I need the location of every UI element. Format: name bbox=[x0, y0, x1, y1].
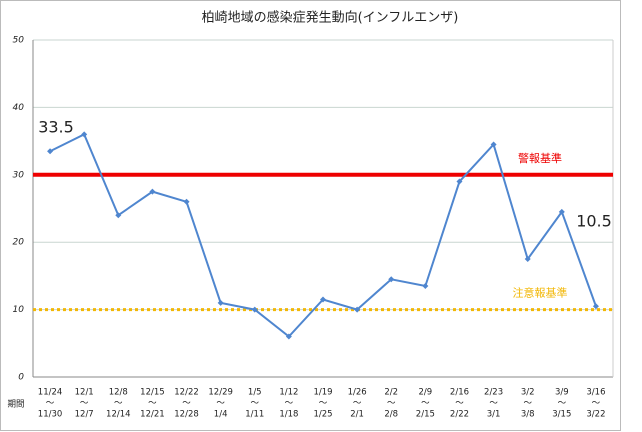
x-tick-label: 1/26 bbox=[348, 388, 367, 398]
x-tick-label: 12/8 bbox=[109, 388, 128, 398]
x-tick-label: 2/23 bbox=[484, 388, 503, 398]
x-tick-label: 2/9 bbox=[419, 388, 433, 398]
value-label: 10.5 bbox=[576, 212, 612, 231]
x-tick-separator: ～ bbox=[182, 399, 191, 409]
point bbox=[558, 208, 565, 215]
y-tick-label: 20 bbox=[13, 238, 25, 248]
y-tick-label: 30 bbox=[13, 170, 25, 180]
x-tick-label: 12/7 bbox=[75, 410, 94, 420]
x-tick-separator: ～ bbox=[523, 399, 532, 409]
x-tick-label: 3/8 bbox=[521, 410, 535, 420]
x-axis-label: 期間 bbox=[7, 400, 24, 410]
x-tick-label: 3/2 bbox=[521, 388, 535, 398]
point bbox=[183, 198, 190, 205]
point bbox=[115, 212, 122, 219]
x-tick-separator: ～ bbox=[592, 399, 601, 409]
point bbox=[217, 299, 224, 306]
reference-label: 注意報基準 bbox=[513, 286, 568, 300]
x-tick-label: 12/1 bbox=[75, 388, 94, 398]
x-tick-separator: ～ bbox=[148, 399, 157, 409]
y-tick-label: 0 bbox=[18, 373, 24, 383]
point bbox=[388, 276, 395, 283]
x-tick-label: 1/4 bbox=[214, 410, 228, 420]
x-tick-label: 2/1 bbox=[350, 410, 364, 420]
point bbox=[490, 141, 497, 148]
x-tick-separator: ～ bbox=[353, 399, 362, 409]
point bbox=[47, 148, 54, 155]
x-tick-label: 12/28 bbox=[174, 410, 199, 420]
y-tick-label: 40 bbox=[13, 103, 25, 113]
point bbox=[354, 306, 361, 313]
x-tick-label: 2/2 bbox=[384, 388, 398, 398]
x-tick-separator: ～ bbox=[216, 399, 225, 409]
x-tick-label: 2/15 bbox=[416, 410, 435, 420]
x-tick-label: 12/21 bbox=[140, 410, 165, 420]
x-tick-label: 3/1 bbox=[487, 410, 501, 420]
x-tick-label: 3/9 bbox=[555, 388, 569, 398]
x-tick-separator: ～ bbox=[558, 399, 567, 409]
chart-frame bbox=[0, 0, 621, 431]
x-tick-label: 3/15 bbox=[552, 410, 571, 420]
x-tick-label: 12/22 bbox=[174, 388, 199, 398]
x-tick-label: 1/12 bbox=[279, 388, 298, 398]
x-tick-label: 11/24 bbox=[38, 388, 63, 398]
y-tick-label: 10 bbox=[13, 305, 25, 315]
x-tick-label: 12/15 bbox=[140, 388, 165, 398]
point bbox=[456, 178, 463, 185]
x-tick-separator: ～ bbox=[319, 399, 328, 409]
y-tick-label: 50 bbox=[13, 36, 25, 46]
x-tick-label: 1/18 bbox=[279, 410, 298, 420]
chart-title: 柏崎地域の感染症発生動向(インフルエンザ) bbox=[202, 10, 459, 26]
x-tick-separator: ～ bbox=[421, 399, 430, 409]
x-tick-label: 12/14 bbox=[106, 410, 131, 420]
point bbox=[251, 306, 258, 313]
point bbox=[149, 188, 156, 195]
value-label: 33.5 bbox=[38, 118, 74, 137]
x-tick-separator: ～ bbox=[114, 399, 123, 409]
x-tick-label: 1/5 bbox=[248, 388, 262, 398]
x-tick-separator: ～ bbox=[80, 399, 89, 409]
x-tick-separator: ～ bbox=[387, 399, 396, 409]
x-tick-separator: ～ bbox=[285, 399, 294, 409]
x-tick-separator: ～ bbox=[455, 399, 464, 409]
x-tick-label: 11/30 bbox=[38, 410, 63, 420]
x-tick-separator: ～ bbox=[489, 399, 498, 409]
point bbox=[422, 283, 429, 290]
x-tick-label: 1/25 bbox=[313, 410, 332, 420]
x-tick-separator: ～ bbox=[46, 399, 55, 409]
x-tick-separator: ～ bbox=[251, 399, 260, 409]
x-tick-label: 2/8 bbox=[384, 410, 398, 420]
x-tick-label: 2/22 bbox=[450, 410, 469, 420]
point bbox=[524, 256, 531, 263]
point bbox=[320, 296, 326, 303]
point bbox=[592, 303, 599, 310]
x-tick-label: 3/16 bbox=[586, 388, 605, 398]
reference-label: 警報基準 bbox=[518, 151, 562, 165]
x-tick-label: 12/29 bbox=[208, 388, 233, 398]
point bbox=[81, 131, 88, 138]
point bbox=[285, 333, 292, 340]
x-tick-label: 3/22 bbox=[586, 410, 605, 420]
x-tick-label: 1/11 bbox=[245, 410, 264, 420]
x-tick-label: 2/16 bbox=[450, 388, 469, 398]
x-tick-label: 1/19 bbox=[313, 388, 332, 398]
